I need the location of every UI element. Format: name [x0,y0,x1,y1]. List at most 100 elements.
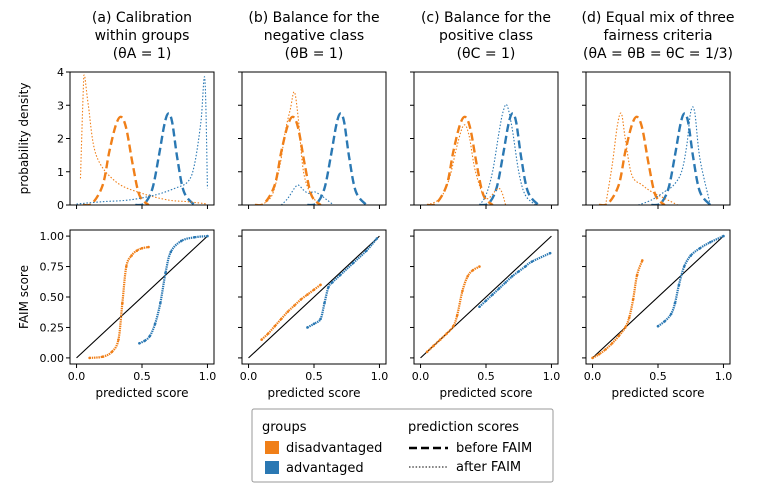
legend-box [251,408,554,483]
panel-title-line: (a) Calibration [92,10,192,26]
panel-theta-label: (θA = 1) [113,46,172,62]
faim-point-disadvantaged [101,355,105,358]
legend-score-label: before FAIM [456,441,532,456]
faim-curve-disadvantaged [426,265,480,353]
density-before-advantaged [479,112,540,205]
legend-score-label: after FAIM [456,460,521,475]
faim-point-disadvantaged [121,301,124,305]
faim-point-advantaged [698,246,702,250]
faim-point-advantaged [663,320,666,323]
faim-point-disadvantaged [273,324,277,328]
faim-curve-disadvantaged [592,260,644,359]
density-axes-frame [585,71,731,206]
faim-point-advantaged [375,237,379,240]
faim-point-disadvantaged [286,310,290,313]
panel-title-line: negative class [264,28,364,44]
panel-title-line: (d) Equal mix of three [581,10,734,26]
faim-point-disadvantaged [623,326,627,329]
density-after-disadvantaged [79,74,208,205]
faim-point-disadvantaged [117,338,120,341]
faim-point-advantaged [138,341,141,345]
faim-point-advantaged [722,234,725,238]
faim-point-disadvantaged [88,356,91,360]
panel-theta-label: (θA = θB = θC = 1/3) [583,46,733,62]
density-before-disadvantaged [426,115,494,205]
faim-point-disadvantaged [293,304,296,307]
identity-line [248,235,380,359]
legend-swatch-1 [265,461,279,474]
faim-x-axis-label: predicted score [440,386,533,400]
faim-point-advantaged [306,326,309,329]
faim-x-tick-label: 1.0 [543,370,561,383]
faim-point-advantaged [504,281,507,284]
density-plot-area [76,74,208,205]
faim-curve-advantaged [306,237,378,329]
faim-point-disadvantaged [266,332,270,335]
panel-theta-label: (θC = 1) [457,46,516,62]
faim-point-advantaged [530,260,534,263]
faim-point-disadvantaged [445,332,449,335]
faim-point-advantaged [319,317,322,321]
faim-point-disadvantaged [299,298,303,301]
faim-x-tick-label: 0.0 [68,370,86,383]
faim-point-disadvantaged [617,334,621,338]
faim-point-advantaged [491,293,494,296]
faim-point-advantaged [478,305,481,309]
legend-group-label: advantaged [286,461,364,476]
legend-group-label: disadvantaged [286,441,382,456]
faim-point-advantaged [689,254,693,257]
faim-point-disadvantaged [130,254,133,257]
faim-point-disadvantaged [312,288,316,291]
faim-x-tick-label: 0.0 [584,370,602,383]
faim-point-disadvantaged [640,259,644,262]
panel-title-line: positive class [439,28,533,44]
faim-x-tick-label: 0.0 [412,370,430,383]
faim-point-disadvantaged [455,313,459,317]
density-plot-area [426,103,540,205]
faim-point-advantaged [709,240,712,244]
faim-point-disadvantaged [140,246,144,250]
faim-point-disadvantaged [635,273,639,277]
density-y-tick-label: 2 [57,133,64,146]
faim-x-axis-label: predicted score [268,386,361,400]
faim-point-advantaged [351,261,355,265]
faim-point-disadvantaged [471,268,475,272]
panel-title-line: within groups [95,28,190,44]
faim-point-disadvantaged [610,341,614,345]
faim-point-disadvantaged [604,348,607,351]
panel-theta-label: (θB = 1) [285,46,344,62]
faim-y-tick-label: 0.00 [40,352,65,365]
faim-x-tick-label: 1.0 [371,370,389,383]
faim-point-disadvantaged [461,289,464,293]
faim-x-axis-label: predicted score [612,386,705,400]
faim-point-disadvantaged [319,283,322,287]
faim-point-advantaged [669,312,673,316]
faim-point-advantaged [682,265,686,268]
faim-curve-disadvantaged [260,283,322,341]
faim-point-advantaged [497,287,501,290]
faim-point-disadvantaged [591,356,594,360]
density-axes-frame [69,71,215,206]
faim-point-advantaged [206,234,209,238]
faim-x-axis-label: predicted score [96,386,189,400]
density-y-tick-label: 3 [57,99,64,112]
faim-point-advantaged [523,265,527,268]
density-axes-frame [241,71,387,206]
faim-y-tick-label: 0.75 [40,261,65,274]
density-after-advantaged [76,76,208,205]
faim-point-disadvantaged [451,324,455,328]
density-axes-frame [413,71,559,206]
legend-swatch-0 [265,441,279,454]
legend-groups-title: groups [262,420,307,435]
faim-point-advantaged [673,301,677,305]
density-before-disadvantaged [254,115,322,205]
density-after-disadvantaged [605,112,678,205]
faim-x-tick-label: 0.0 [240,370,258,383]
faim-point-disadvantaged [135,249,139,253]
faim-x-tick-label: 1.0 [199,370,217,383]
faim-point-disadvantaged [147,245,150,249]
faim-point-disadvantaged [110,350,114,354]
density-before-advantaged [135,112,196,205]
density-after-advantaged [280,184,334,205]
